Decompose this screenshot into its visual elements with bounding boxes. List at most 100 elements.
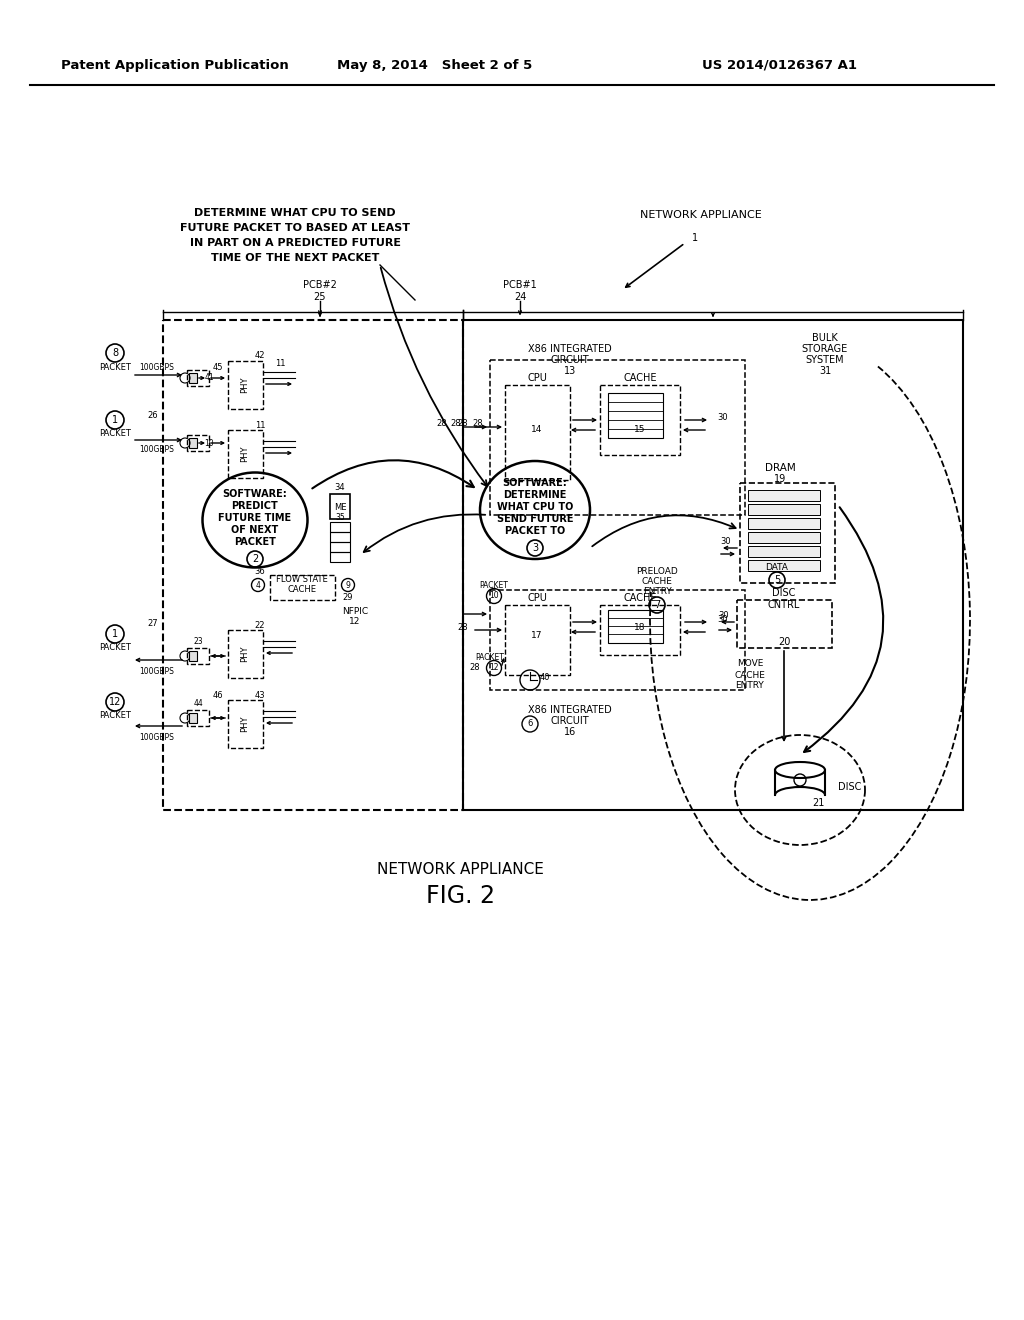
- Bar: [189, 438, 197, 447]
- Bar: [187, 436, 209, 451]
- Text: 14: 14: [531, 425, 543, 434]
- Bar: [748, 532, 820, 543]
- Text: MOVE: MOVE: [737, 660, 763, 668]
- Text: PHY: PHY: [241, 376, 250, 393]
- Text: 28: 28: [458, 623, 468, 631]
- Text: PCB#2: PCB#2: [303, 280, 337, 290]
- Text: 27: 27: [147, 619, 159, 628]
- Text: X86 INTEGRATED: X86 INTEGRATED: [528, 705, 612, 715]
- FancyArrowPatch shape: [381, 268, 487, 486]
- Text: TIME OF THE NEXT PACKET: TIME OF THE NEXT PACKET: [211, 253, 379, 263]
- Text: FUTURE TIME: FUTURE TIME: [218, 513, 292, 523]
- Text: PACKET: PACKET: [475, 652, 505, 661]
- Text: 4: 4: [256, 581, 260, 590]
- Text: 1: 1: [112, 630, 118, 639]
- Bar: [490, 360, 745, 515]
- Text: 12: 12: [349, 618, 360, 627]
- Text: PACKET TO: PACKET TO: [505, 525, 565, 536]
- Text: 40: 40: [540, 673, 550, 682]
- Bar: [228, 360, 263, 409]
- Text: 10: 10: [204, 438, 214, 447]
- Text: PHY: PHY: [241, 446, 250, 462]
- Bar: [608, 393, 663, 438]
- Text: DETERMINE WHAT CPU TO SEND: DETERMINE WHAT CPU TO SEND: [195, 209, 396, 218]
- Text: 30: 30: [719, 610, 729, 619]
- Text: PACKET: PACKET: [99, 644, 131, 652]
- Text: IN PART ON A PREDICTED FUTURE: IN PART ON A PREDICTED FUTURE: [189, 238, 400, 248]
- Text: BULK: BULK: [812, 333, 838, 343]
- Bar: [463, 319, 963, 810]
- FancyArrowPatch shape: [312, 461, 474, 488]
- Text: 29: 29: [343, 594, 353, 602]
- Text: STORAGE: STORAGE: [802, 345, 848, 354]
- Text: PACKET: PACKET: [99, 711, 131, 721]
- Text: 12: 12: [109, 697, 121, 708]
- Text: PACKET: PACKET: [99, 363, 131, 371]
- Text: PHY: PHY: [241, 715, 250, 733]
- FancyArrowPatch shape: [804, 507, 884, 752]
- FancyArrowPatch shape: [364, 515, 485, 552]
- Text: 30: 30: [717, 413, 728, 422]
- Text: CNTRL: CNTRL: [768, 601, 800, 610]
- FancyArrowPatch shape: [592, 515, 735, 546]
- Text: 31: 31: [819, 366, 831, 376]
- Text: 100GBPS: 100GBPS: [139, 733, 174, 742]
- Bar: [330, 494, 350, 519]
- Text: 46: 46: [213, 692, 223, 701]
- Bar: [228, 430, 263, 478]
- Text: 13: 13: [564, 366, 577, 376]
- Text: CIRCUIT: CIRCUIT: [551, 715, 590, 726]
- Bar: [740, 483, 835, 583]
- Text: 12: 12: [489, 664, 499, 672]
- Bar: [228, 700, 263, 748]
- Text: 100GBPS: 100GBPS: [139, 667, 174, 676]
- Text: 28: 28: [436, 420, 447, 429]
- Text: 36: 36: [254, 568, 265, 577]
- Bar: [505, 605, 570, 675]
- Text: 28: 28: [470, 664, 480, 672]
- Text: FLOW STATE: FLOW STATE: [276, 576, 328, 585]
- Bar: [330, 552, 350, 562]
- Text: NETWORK APPLIANCE: NETWORK APPLIANCE: [640, 210, 762, 220]
- Text: CACHE: CACHE: [642, 578, 673, 586]
- Text: 11: 11: [274, 359, 286, 368]
- Text: 30: 30: [721, 537, 731, 546]
- Text: Patent Application Publication: Patent Application Publication: [61, 58, 289, 71]
- Bar: [330, 521, 350, 532]
- Bar: [748, 546, 820, 557]
- Text: NETWORK APPLIANCE: NETWORK APPLIANCE: [377, 862, 544, 878]
- Text: 11: 11: [255, 421, 265, 429]
- Text: DATA: DATA: [766, 564, 788, 573]
- Bar: [189, 651, 197, 661]
- Text: PRELOAD: PRELOAD: [636, 568, 678, 577]
- Text: 1: 1: [112, 414, 118, 425]
- Bar: [187, 648, 209, 664]
- Text: 28: 28: [458, 420, 468, 429]
- Text: 10: 10: [489, 591, 499, 601]
- Bar: [270, 576, 335, 601]
- Text: 5: 5: [774, 576, 780, 585]
- Text: PACKET: PACKET: [234, 537, 275, 546]
- Text: 41: 41: [204, 374, 214, 383]
- Text: CACHE: CACHE: [288, 586, 316, 594]
- Bar: [330, 532, 350, 543]
- Text: 6: 6: [527, 719, 532, 729]
- Text: CACHE: CACHE: [624, 593, 656, 603]
- Text: 23: 23: [194, 636, 203, 645]
- Text: DRAM: DRAM: [765, 463, 796, 473]
- Bar: [189, 713, 197, 723]
- Text: PACKET: PACKET: [99, 429, 131, 438]
- Text: 18: 18: [634, 623, 646, 632]
- Text: 30: 30: [717, 615, 728, 624]
- Text: 25: 25: [313, 292, 327, 302]
- Text: FIG. 2: FIG. 2: [426, 884, 495, 908]
- Text: FUTURE PACKET TO BASED AT LEAST: FUTURE PACKET TO BASED AT LEAST: [180, 223, 410, 234]
- Text: PACKET: PACKET: [479, 581, 509, 590]
- Text: SYSTEM: SYSTEM: [806, 355, 845, 366]
- Text: DISC: DISC: [772, 587, 796, 598]
- Text: 100GBPS: 100GBPS: [139, 446, 174, 454]
- Text: 44: 44: [194, 698, 203, 708]
- Text: 9: 9: [345, 581, 350, 590]
- Text: 22: 22: [255, 622, 265, 631]
- Text: OF NEXT: OF NEXT: [231, 525, 279, 535]
